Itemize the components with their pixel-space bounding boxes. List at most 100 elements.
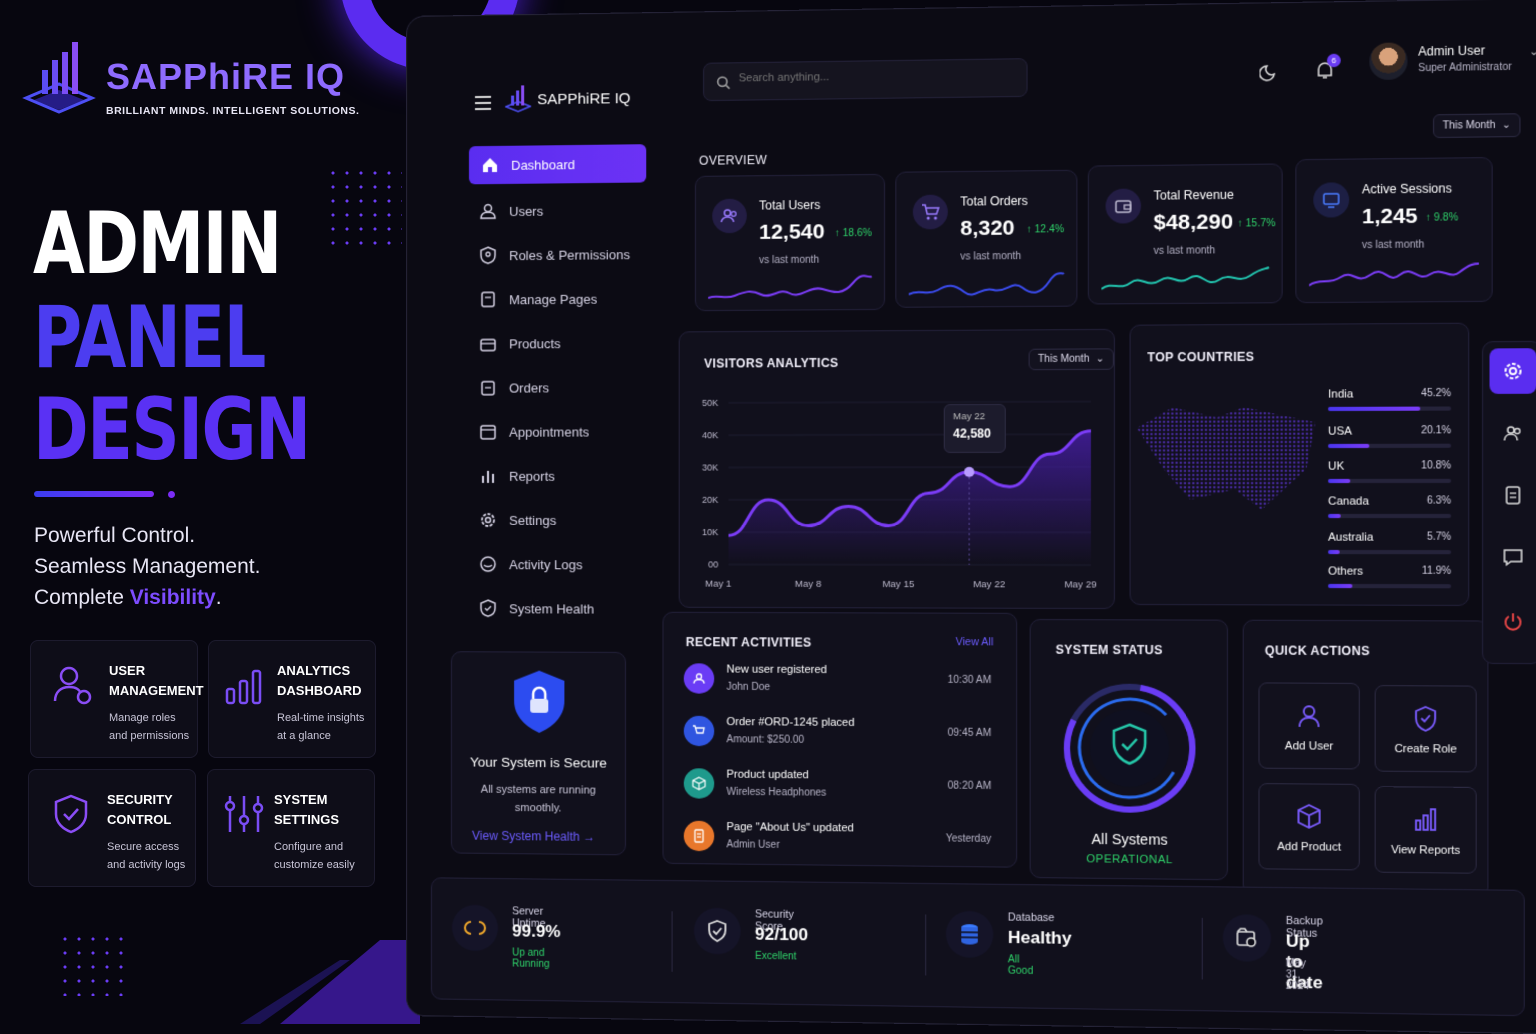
add-user-button[interactable]: Add User [1258, 682, 1359, 769]
period-select[interactable]: This Month⌄ [1433, 113, 1520, 138]
documents-rail-button[interactable] [1490, 472, 1536, 518]
country-pct: 5.7% [1427, 531, 1451, 542]
nav-label: Settings [509, 512, 556, 527]
feature-desc-1: Secure access [107, 838, 185, 856]
nav-system-health[interactable]: System Health [467, 589, 646, 628]
feature-desc-1: Real-time insights [277, 709, 364, 727]
feature-title-2: MANAGEMENT [109, 681, 204, 701]
visitors-area [728, 431, 1090, 565]
country-bar-fill [1328, 479, 1350, 483]
kpi-change: ↑ 15.7% [1237, 218, 1275, 230]
user-name: Admin User [1418, 43, 1485, 58]
create-role-button[interactable]: Create Role [1375, 685, 1477, 772]
search-bar[interactable] [703, 58, 1027, 101]
notifications-button[interactable]: 6 [1314, 60, 1337, 83]
nav-roles-permissions[interactable]: Roles & Permissions [467, 235, 646, 275]
decorative-dots [326, 166, 402, 250]
brand-tagline: BRILLIANT MINDS. INTELLIGENT SOLUTIONS. [106, 105, 359, 117]
countries-title: TOP COUNTRIES [1147, 350, 1254, 365]
tooltip-value: 42,580 [953, 426, 996, 440]
user-role: Super Administrator [1418, 62, 1512, 75]
view-system-health-link[interactable]: View System Health → [472, 829, 595, 844]
country-bar [1328, 444, 1451, 448]
x-tick-label: May 8 [795, 579, 821, 590]
nav-reports[interactable]: Reports [467, 457, 646, 495]
kpi-sub: vs last month [1362, 239, 1425, 251]
sliders-icon [222, 792, 266, 836]
power-rail-button[interactable] [1490, 599, 1536, 645]
tagline-3: Complete Visibility. [34, 586, 222, 610]
feature-title-1: SYSTEM [274, 790, 339, 810]
kpi-card-users: Total Users 12,540 ↑ 18.6% vs last month [695, 174, 885, 311]
view-reports-button[interactable]: View Reports [1375, 786, 1477, 874]
nav-manage-pages[interactable]: Manage Pages [467, 279, 646, 318]
menu-icon[interactable] [475, 96, 491, 110]
gear-icon [1502, 361, 1523, 382]
nav-users[interactable]: Users [467, 191, 646, 231]
moon-icon[interactable] [1260, 63, 1279, 82]
shield-check-icon [49, 792, 93, 836]
app-logo-text: SAPPhiRE IQ [537, 90, 630, 108]
kpi-sub: vs last month [960, 251, 1021, 263]
sparkline [708, 274, 874, 304]
period-label: This Month [1443, 120, 1496, 132]
y-tick-label: 20K [702, 495, 718, 505]
country-pct: 20.1% [1421, 425, 1451, 436]
country-bar-fill [1328, 550, 1340, 554]
x-tick-label: May 22 [973, 579, 1005, 590]
brand-logo-icon [22, 40, 96, 118]
nav-dashboard[interactable]: Dashboard [469, 144, 646, 184]
add-product-button[interactable]: Add Product [1258, 783, 1359, 870]
decorative-shape [180, 880, 420, 1024]
tagline-2: Seamless Management. [34, 555, 260, 579]
chevron-down-icon[interactable]: ⌄ [1529, 45, 1536, 59]
secure-card: Your System is Secure All systems are ru… [451, 651, 626, 855]
quick-action-label: Add User [1260, 740, 1359, 753]
recent-activities-card: RECENT ACTIVITIES View All New user regi… [662, 612, 1017, 868]
highlight-point[interactable] [964, 467, 974, 477]
secure-title: Your System is Secure [452, 754, 625, 770]
activity-sub: Wireless Headphones [726, 787, 826, 799]
view-all-link[interactable]: View All [956, 636, 994, 648]
activity-row[interactable]: Page "About Us" updated Admin User Yeste… [684, 815, 992, 863]
activity-title: Order #ORD-1245 placed [726, 716, 854, 729]
nav-orders[interactable]: Orders [467, 368, 646, 407]
settings-rail-button[interactable] [1490, 348, 1536, 394]
secure-desc-1: All systems are running [452, 780, 625, 800]
stat-sub: Excellent [755, 951, 796, 963]
decorative-dots [58, 932, 130, 996]
overview-title: OVERVIEW [699, 153, 767, 168]
quick-actions-card: QUICK ACTIONS Add User Create Role Add P… [1243, 620, 1489, 898]
activity-time: 10:30 AM [948, 675, 992, 686]
monitor-icon [1313, 182, 1349, 217]
messages-rail-button[interactable] [1490, 535, 1536, 581]
secure-desc-2: smoothly. [452, 798, 625, 818]
divider [1202, 918, 1203, 980]
nav-appointments[interactable]: Appointments [467, 412, 646, 451]
country-bar-fill [1328, 584, 1352, 588]
nav-settings[interactable]: Settings [467, 501, 646, 539]
avatar[interactable] [1369, 42, 1407, 80]
activity-row[interactable]: Order #ORD-1245 placed Amount: $250.00 0… [684, 710, 992, 757]
divider [925, 914, 926, 975]
activity-row[interactable]: Product updated Wireless Headphones 08:2… [684, 762, 992, 809]
nav-activity-logs[interactable]: Activity Logs [467, 545, 646, 583]
users-rail-button[interactable] [1490, 410, 1536, 456]
nav-label: Appointments [509, 424, 589, 439]
system-status-label: All Systems [1031, 830, 1229, 848]
tagline-3-highlight: Visibility [130, 586, 216, 609]
right-rail [1482, 341, 1536, 664]
country-bar-fill [1328, 407, 1421, 411]
gear-icon [479, 511, 497, 529]
user-plus-icon [1295, 702, 1322, 729]
activity-row[interactable]: New user registered John Doe 10:30 AM [684, 657, 992, 703]
search-input[interactable] [739, 69, 1006, 85]
document-icon [1502, 485, 1523, 506]
status-ring [1060, 679, 1200, 817]
country-bar [1328, 406, 1451, 411]
nav-products[interactable]: Products [467, 324, 646, 363]
